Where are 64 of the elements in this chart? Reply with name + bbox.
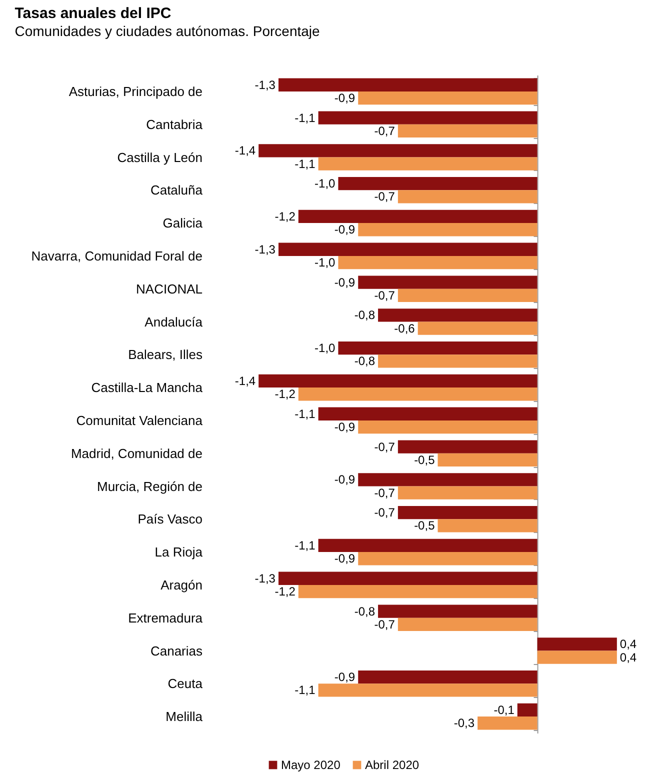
y-tick-label: Cataluña: [150, 182, 204, 198]
data-label: -0,8: [354, 354, 376, 368]
data-label: -0,5: [414, 518, 436, 533]
data-label: -0,5: [414, 452, 436, 467]
data-label: -0,7: [374, 486, 396, 500]
data-label: -0,8: [354, 604, 376, 618]
data-label: -0,9: [334, 552, 356, 566]
data-label: -1,3: [254, 242, 276, 256]
data-label: -1,0: [314, 256, 336, 270]
y-tick-label: Asturias, Principado de: [68, 84, 202, 99]
data-label: -1,1: [294, 683, 316, 698]
y-tick-label: Ceuta: [168, 676, 204, 692]
data-label: -1,3: [254, 571, 276, 586]
y-tick-label: Comunitat Valenciana: [76, 412, 204, 428]
data-label: -0,6: [394, 321, 416, 336]
data-label: -1,1: [294, 156, 316, 171]
y-tick-label: Extremadura: [128, 610, 204, 626]
data-label: -0,8: [354, 308, 376, 322]
y-tick-label: Madrid, Comunidad de: [70, 446, 202, 461]
data-label: -0,9: [334, 275, 356, 290]
data-label: -1,4: [234, 144, 256, 158]
data-label: -1,2: [274, 584, 296, 599]
data-label: -0,1: [494, 702, 515, 717]
y-tick-label: Castilla y León: [117, 150, 202, 165]
y-tick-label: País Vasco: [138, 512, 202, 527]
data-label: -0,7: [374, 617, 396, 632]
y-tick-label: Murcia, Región de: [97, 478, 202, 494]
data-label: -0,3: [454, 716, 475, 730]
data-label: 0,4: [620, 650, 637, 664]
data-label: -1,1: [294, 406, 316, 421]
text: Tasas anuales del IPC: [14, 5, 172, 22]
data-label: -0,9: [334, 91, 356, 106]
data-label: -1,4: [234, 374, 256, 388]
y-tick-label: Galicia: [162, 216, 204, 231]
data-label: -0,9: [334, 420, 356, 434]
y-tick-label: Aragón: [160, 577, 202, 592]
y-tick-label: Melilla: [166, 709, 204, 724]
data-label: 0,4: [620, 637, 637, 652]
data-label: -1,2: [274, 387, 296, 402]
data-label: -0,9: [334, 222, 356, 237]
y-tick-label: Navarra, Comunidad Foral de: [31, 248, 202, 264]
data-label: -1,0: [314, 176, 336, 191]
data-label: -0,7: [374, 506, 396, 520]
data-label: -1,1: [294, 110, 316, 125]
y-tick-label: Cantabria: [146, 116, 204, 132]
data-label: -0,7: [374, 288, 396, 302]
data-label: -1,3: [254, 78, 276, 92]
data-label: -0,7: [374, 440, 396, 454]
y-tick-label: Balears, Illes: [128, 347, 203, 362]
data-label: -0,7: [374, 190, 396, 204]
data-label: -1,0: [314, 341, 336, 356]
y-tick-label: Canarias: [150, 643, 203, 658]
y-tick-label: Castilla-La Mancha: [91, 380, 204, 396]
y-tick-label: Andalucía: [144, 314, 204, 330]
data-label: -0,7: [374, 124, 396, 138]
data-label: -1,1: [294, 538, 316, 552]
legend-label: Mayo 2020: [281, 758, 341, 772]
y-tick-label: La Rioja: [154, 544, 204, 560]
data-label: -1,2: [274, 209, 296, 224]
chart-subtitle: Comunidades y ciudades autónomas. Porcentaje: [14, 23, 320, 39]
y-tick-label: NACIONAL: [136, 281, 202, 296]
data-label: -0,9: [334, 472, 356, 487]
legend-label: Abril 2020: [365, 758, 420, 772]
data-label: -0,9: [334, 670, 356, 684]
